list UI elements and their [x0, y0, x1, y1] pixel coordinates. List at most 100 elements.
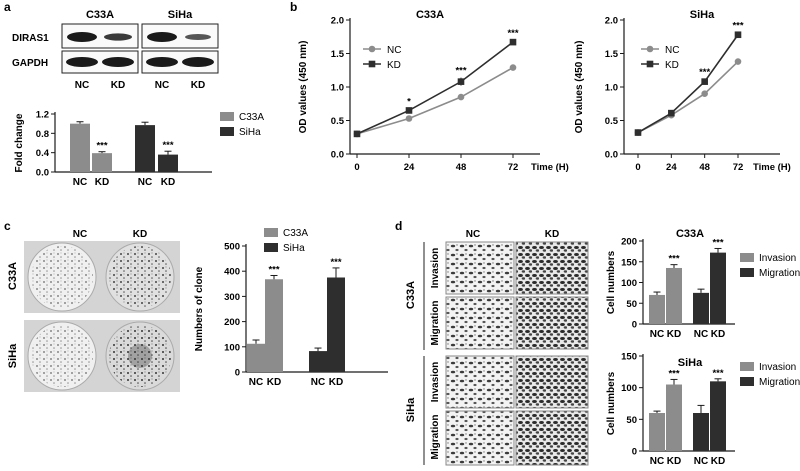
chart-b2-xlabel: Time (H) — [753, 162, 791, 173]
colony-images: NC KD C33A SiHa — [7, 229, 180, 392]
chart-b1-point — [509, 64, 517, 71]
chart-b2-ytick-label: 1.0 — [605, 83, 618, 94]
chart-b1-significance: * — [407, 96, 411, 107]
transwell-images: NC KD C33A SiHa Invasion Migration Invas… — [405, 229, 589, 466]
chart-d1-bar — [666, 267, 682, 324]
chart-c-legend-label: C33A — [283, 228, 308, 239]
chart-b2-significance: *** — [732, 21, 743, 32]
chart-d2-category-label: NC — [694, 456, 708, 467]
panel-c-letter: c — [4, 219, 11, 233]
chart-b2-point — [734, 31, 742, 39]
chart-b2-xtick-label: 72 — [733, 162, 744, 173]
chart-c-bar — [327, 277, 345, 372]
chart-b2-legend-label: KD — [665, 60, 679, 71]
colony-header-nc: NC — [73, 229, 87, 240]
chart-b1-series-line — [356, 66, 514, 135]
chart-d1-legend-swatch — [740, 268, 754, 277]
chart-b1-point — [405, 115, 413, 122]
chart-d2-title: SiHa — [678, 357, 703, 369]
chart-b1-xtick-label: 48 — [456, 162, 467, 173]
chart-a-ylabel: Fold change — [14, 113, 25, 172]
chart-d1-significance: *** — [668, 254, 679, 265]
chart-d2-ytick-label: 0 — [632, 447, 637, 458]
band-c33a-nc-gapdh — [66, 57, 98, 67]
colony-row-siha: SiHa — [7, 343, 19, 368]
chart-c-clone-numbers: 0 100 200 300 400 500 Numbers of clone NC *** KD N… — [194, 228, 388, 388]
tw-siha-inv-kd — [515, 355, 589, 409]
chart-c-legend-swatch — [264, 228, 278, 237]
band-siha-kd-diras1 — [185, 34, 211, 40]
chart-b1-xtick-label: 72 — [508, 162, 519, 173]
chart-b1-point — [509, 38, 517, 46]
chart-b2-ytick-label: 0.0 — [605, 150, 618, 161]
western-blot: C33A SiHa DIRAS1 GAPDH NC KD NC KD — [12, 9, 219, 91]
chart-d2-significance: *** — [668, 368, 679, 379]
chart-d2-category-label: KD — [711, 456, 725, 467]
chart-c-bar — [247, 343, 265, 372]
chart-b2-xtick-label: 0 — [635, 162, 640, 173]
chart-b1-title: C33A — [416, 9, 444, 21]
blot-box-siha-gapdh — [141, 50, 219, 74]
blot-lane-nc-siha: NC — [155, 80, 169, 91]
chart-a-ytick-label: 0.4 — [36, 148, 50, 159]
chart-b1-legend-marker — [368, 60, 376, 68]
chart-c-ytick-label: 400 — [224, 267, 240, 278]
tw-siha-inv-nc — [445, 355, 515, 409]
chart-b2-title: SiHa — [690, 9, 715, 21]
chart-a-significance: *** — [96, 141, 107, 152]
chart-b1-legend-label: NC — [387, 45, 401, 56]
chart-b1-ytick-label: 1.0 — [331, 83, 344, 94]
chart-d2-ytick-label: 100 — [621, 383, 637, 394]
transwell-header-kd: KD — [545, 229, 559, 240]
band-c33a-kd-gapdh — [102, 57, 134, 67]
transwell-group-siha: SiHa — [405, 397, 417, 422]
chart-b1-point — [353, 130, 361, 138]
chart-d1-category-label: KD — [667, 329, 681, 340]
chart-b1-xlabel: Time (H) — [531, 162, 569, 173]
chart-b2-ylabel: OD values (450 nm) — [574, 41, 585, 134]
chart-b2-point — [734, 58, 742, 65]
chart-a-ytick-label: 1.2 — [36, 110, 49, 121]
band-c33a-kd-diras1 — [104, 33, 132, 41]
chart-a-category-label: NC — [73, 177, 87, 188]
chart-d2-ytick-label: 50 — [626, 415, 637, 426]
chart-d2-bar — [710, 381, 726, 451]
chart-b2-series-line — [637, 34, 739, 134]
chart-a-ytick-label: 0.0 — [36, 168, 49, 179]
chart-d1-title: C33A — [676, 228, 704, 240]
chart-d1-bar — [710, 252, 726, 324]
chart-c-ytick-label: 200 — [224, 317, 240, 328]
band-siha-nc-gapdh — [146, 57, 178, 67]
chart-d2-bar — [693, 413, 709, 451]
dish-c33a-kd — [105, 242, 175, 312]
chart-c-legend-label: SiHa — [283, 243, 305, 254]
chart-a-category-label: KD — [161, 177, 175, 188]
chart-b2-point — [701, 78, 708, 85]
chart-b1-ylabel: OD values (450 nm) — [298, 41, 309, 134]
dish-c33a-nc — [27, 242, 97, 312]
tw-siha-mig-nc — [445, 410, 515, 466]
chart-a-bar — [70, 123, 90, 172]
chart-c-ytick-label: 300 — [224, 292, 240, 303]
chart-b2-point — [701, 90, 708, 97]
panel-a-letter: a — [4, 0, 11, 14]
transwell-row-invasion-c33a: Invasion — [430, 248, 441, 289]
chart-d2-bar — [666, 384, 682, 451]
transwell-row-invasion-siha: Invasion — [430, 362, 441, 403]
transwell-header-nc: NC — [466, 229, 480, 240]
chart-b1-ytick-label: 0.5 — [331, 116, 345, 127]
chart-c-significance: *** — [268, 264, 279, 275]
chart-a-bar — [92, 153, 112, 172]
band-c33a-nc-diras1 — [67, 32, 97, 42]
chart-c-category-label: NC — [249, 377, 263, 388]
chart-b2-ytick-label: 2.0 — [605, 16, 618, 27]
chart-b1-ytick-label: 0.0 — [331, 150, 344, 161]
chart-b-siha-od: 0.0 0.5 1.0 1.5 2.0 OD values (450 nm) 0 24 48 72… — [574, 9, 791, 173]
chart-b1-xtick-label: 0 — [354, 162, 359, 173]
chart-d1-ylabel: Cell numbers — [606, 250, 617, 314]
chart-b2-series-line — [637, 60, 739, 134]
chart-d1-ytick-label: 100 — [621, 278, 637, 289]
